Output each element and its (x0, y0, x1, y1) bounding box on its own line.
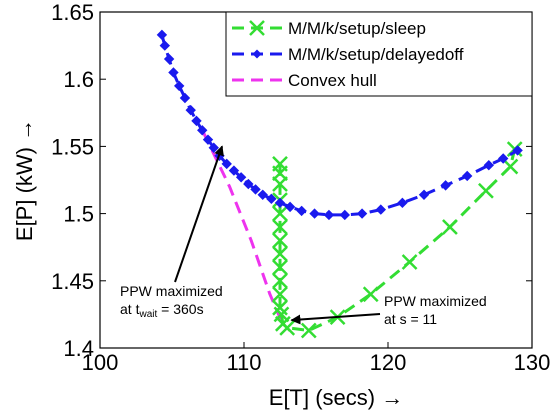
data-point-x-marker (272, 272, 288, 289)
data-point-diamond (221, 158, 232, 170)
data-point-diamond (440, 180, 451, 191)
data-point-diamond (418, 189, 430, 200)
data-point-diamond (284, 201, 296, 213)
data-point-diamond (168, 67, 179, 78)
y-tick-label: 1.6 (63, 67, 94, 92)
data-point-diamond (250, 184, 261, 195)
data-point-x-marker (272, 205, 288, 222)
annotation-text-1b: at twait = 360s (120, 301, 204, 320)
legend-label: M/M/k/setup/sleep (288, 19, 426, 38)
data-point-x-marker (272, 286, 288, 303)
plot-area (156, 29, 523, 339)
y-tick-label: 1.65 (51, 0, 94, 25)
data-point-diamond (235, 172, 247, 183)
series-line-1 (160, 34, 519, 217)
data-point-x-marker (502, 158, 519, 175)
data-point-diamond (296, 205, 307, 217)
y-tick-label: 1.45 (51, 269, 94, 294)
data-point-diamond (323, 209, 335, 221)
data-point-diamond (156, 29, 168, 41)
data-point-x-marker (442, 219, 458, 235)
data-point-diamond (185, 104, 196, 116)
legend-label: M/M/k/setup/delayedoff (288, 45, 464, 64)
legend-marker (252, 49, 262, 59)
data-point-diamond (191, 115, 202, 127)
data-point-diamond (483, 160, 495, 171)
annotation-text-1: PPW maximized (120, 283, 223, 299)
legend-marker (249, 20, 265, 36)
x-axis-label: E[T] (secs) → (269, 385, 403, 410)
data-point-diamond (197, 125, 208, 136)
legend-label: Convex hull (288, 71, 377, 90)
annotation-text-2: PPW maximized (384, 293, 487, 309)
data-point-x-marker (272, 176, 288, 192)
data-point-diamond (163, 53, 175, 65)
data-point-x-marker (272, 259, 288, 276)
y-tick-label: 1.55 (51, 134, 94, 159)
y-tick-label: 1.4 (63, 336, 94, 361)
annotation-text-2b: at s = 11 (384, 311, 437, 327)
data-point-diamond (179, 92, 191, 104)
data-point-x-marker (279, 319, 296, 336)
data-point-diamond (257, 189, 268, 200)
data-point-diamond (202, 134, 214, 145)
data-point-x-marker (300, 322, 317, 339)
data-point-x-marker (272, 219, 288, 235)
data-point-x-marker (478, 182, 494, 199)
data-point-diamond (274, 197, 286, 209)
legend: M/M/k/setup/sleep M/M/k/setup/delayedoff C… (225, 11, 533, 97)
y-tick-label: 1.5 (63, 202, 94, 227)
legend-entry-2: Convex hull (232, 71, 377, 90)
data-point-diamond (497, 153, 509, 164)
x-tick-label: 120 (370, 350, 407, 375)
x-tick-label: 100 (82, 350, 119, 375)
data-point-diamond (173, 80, 185, 92)
legend-entry-1: M/M/k/setup/delayedoff (232, 45, 464, 64)
data-point-diamond (309, 208, 320, 219)
data-point-diamond (461, 170, 473, 182)
series-line-2 (202, 132, 283, 322)
data-point-diamond (512, 145, 523, 156)
annotations: PPW maximized at twait = 360s PPW maximize… (120, 145, 487, 327)
y-axis-label: E[P] (kW) → (12, 119, 37, 241)
data-point-diamond (397, 197, 408, 209)
x-tick-label: 130 (514, 350, 551, 375)
annotation-arrow-2 (290, 313, 381, 325)
data-point-diamond (243, 178, 254, 190)
data-point-diamond (375, 204, 387, 215)
data-point-diamond (339, 209, 351, 221)
data-point-diamond (266, 193, 277, 205)
data-point-x-marker (401, 254, 418, 270)
axes: 100 110 120 130 1.4 1.45 1.5 1.55 1.6 1.65 E[T] (s… (12, 0, 550, 410)
legend-entry-0: M/M/k/setup/sleep (232, 19, 426, 38)
annotation-arrow-1 (174, 145, 224, 283)
x-tick-label: 110 (226, 350, 261, 375)
data-point-diamond (228, 165, 240, 176)
data-point-x-marker (272, 246, 288, 262)
data-point-x-marker (362, 286, 379, 303)
data-point-diamond (356, 208, 368, 219)
data-point-x-marker (272, 232, 288, 249)
data-point-diamond (159, 40, 171, 51)
